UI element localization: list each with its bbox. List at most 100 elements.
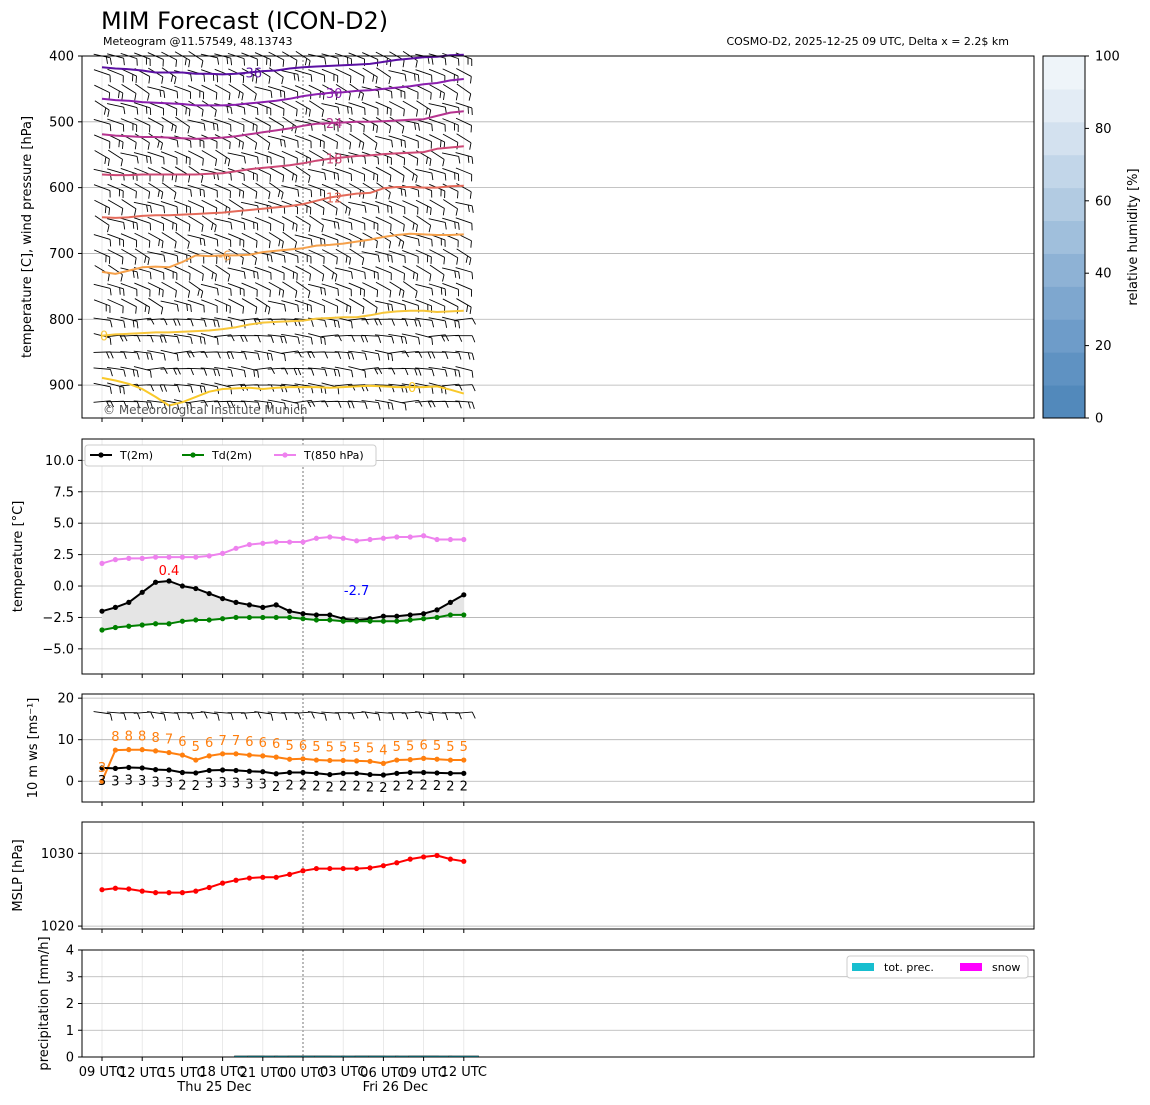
wind-barb-flag [257,370,259,378]
wind-barb-flag [391,140,393,148]
gust-point [193,757,199,763]
wind-barb-flag [109,239,112,247]
series-line-T(850 hPa) [101,534,464,565]
mean-wind-point [327,771,333,778]
wind-barb-flag [358,140,361,148]
wind-barb [388,150,405,159]
wind-barb [349,133,365,144]
wind-barb [361,400,379,404]
mean-wind-point [367,771,373,778]
wind-barb-flag [109,386,112,394]
wind-barb-flag [214,225,217,233]
wind-barb [295,166,311,177]
wind-barb-flag [337,58,340,66]
series-point [407,617,413,623]
gust-value-label: 5 [433,739,441,754]
wind-barb [214,84,231,94]
wind-barb-flag [146,401,150,409]
y-tick-label: 800 [49,313,74,328]
wind-barb-flag [377,255,380,263]
dewpoint-spread-fill [102,581,464,630]
chart-subtitle-left: Meteogram @11.57549, 48.13743 [103,35,293,48]
wind-barb-flag [244,352,247,360]
wind-barb [214,233,231,241]
wind-barb [173,333,191,338]
wind-barb-flag [378,402,381,410]
contour-label: -24 [321,117,342,132]
wind-barb-flag [429,158,432,166]
wind-barb [227,366,245,371]
wind-barb [94,84,110,94]
wind-barb-flag [280,385,284,393]
wind-barb [455,201,473,207]
wind-barb-flag [391,354,394,362]
wind-barb [374,334,392,338]
wind-barb [429,149,445,160]
wind-barb-flag [146,352,149,360]
wind-barb [335,167,352,175]
series-point [126,599,132,605]
wind-barb [281,350,299,354]
wind-barb-flag [470,240,472,248]
wind-barb-flag [378,336,382,343]
wind-barb [267,135,285,141]
wind-barb [174,85,191,93]
y-tick-label: 5.0 [53,517,74,532]
wind-barb [147,251,165,256]
wind-barb-flag [372,74,375,82]
surface-wind-barb-flag [311,711,315,719]
wind-barb [160,384,178,386]
wind-barb [228,199,244,210]
wind-barb [401,399,419,404]
wind-barb-flag [159,335,163,343]
gust-value-label: 7 [165,733,173,748]
wind-barb-flag [391,336,395,344]
wind-barb [93,134,111,143]
wind-barb [241,217,258,224]
wind-barb [361,266,379,274]
wind-barb [388,200,405,208]
colorbar-bin [1043,319,1085,353]
surface-wind-barb-flag [190,712,194,720]
x-tick-label: 09 UTC [400,1066,446,1081]
x-tick-label: 09 UTC [79,1065,125,1080]
wind-barb-flag [468,93,472,101]
wind-barb [161,182,177,193]
wind-barb [160,367,178,370]
wind-barb-flag [242,142,244,150]
wind-barb-flag [471,402,475,409]
wind-barb-flag [268,241,271,249]
wind-barb-flag [295,224,298,232]
wind-barb-flag [211,272,214,280]
plot-area-3 [82,694,1034,802]
wind-value-label: 2 [366,781,374,796]
wind-barb-flag [176,91,179,99]
wind-barb-flag [337,387,340,395]
wind-barb [120,167,137,175]
wind-barb-flag [201,60,204,68]
series-point [380,613,386,619]
wind-barb [267,85,285,92]
wind-barb [335,233,352,241]
wind-barb-flag [187,290,191,298]
wind-barb [242,248,257,259]
wind-barb-flag [281,241,284,249]
series-point [447,612,453,618]
wind-barb-flag [431,288,434,296]
series-point [421,533,427,539]
wind-barb [308,150,324,160]
wind-barb-flag [304,58,308,66]
wind-barb-flag [190,403,193,411]
wind-barb-flag [110,351,114,359]
gust-value-label: 8 [151,731,159,746]
series-point [421,611,427,617]
wind-barb [416,100,431,111]
wind-barb-flag [132,369,135,377]
series-point [300,539,306,545]
wind-barb-flag [364,205,367,213]
wind-barb [120,233,137,241]
wind-barb-flag [311,368,315,376]
wind-barb-flag [351,321,353,329]
wind-barb [456,68,472,77]
wind-barb [228,133,244,143]
